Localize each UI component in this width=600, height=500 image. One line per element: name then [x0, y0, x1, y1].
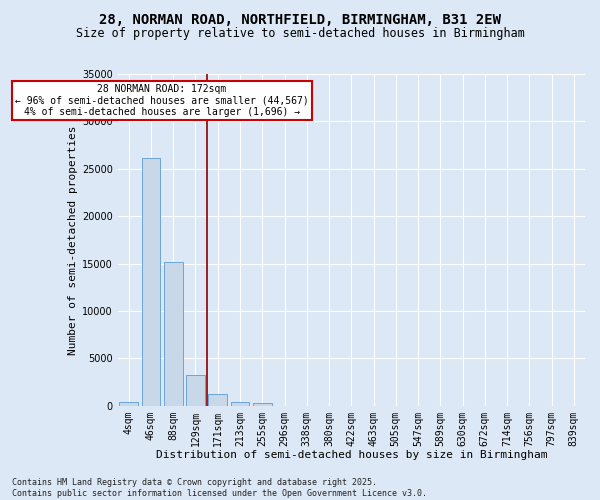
Bar — [164, 262, 182, 406]
Bar — [230, 402, 250, 406]
Text: Contains HM Land Registry data © Crown copyright and database right 2025.
Contai: Contains HM Land Registry data © Crown c… — [12, 478, 427, 498]
X-axis label: Distribution of semi-detached houses by size in Birmingham: Distribution of semi-detached houses by … — [155, 450, 547, 460]
Bar — [119, 402, 138, 406]
Bar — [208, 394, 227, 406]
Bar — [253, 403, 272, 406]
Text: 28 NORMAN ROAD: 172sqm
← 96% of semi-detached houses are smaller (44,567)
4% of : 28 NORMAN ROAD: 172sqm ← 96% of semi-det… — [15, 84, 309, 117]
Bar — [142, 158, 160, 406]
Y-axis label: Number of semi-detached properties: Number of semi-detached properties — [68, 125, 77, 354]
Text: Size of property relative to semi-detached houses in Birmingham: Size of property relative to semi-detach… — [76, 28, 524, 40]
Text: 28, NORMAN ROAD, NORTHFIELD, BIRMINGHAM, B31 2EW: 28, NORMAN ROAD, NORTHFIELD, BIRMINGHAM,… — [99, 12, 501, 26]
Bar — [186, 375, 205, 406]
